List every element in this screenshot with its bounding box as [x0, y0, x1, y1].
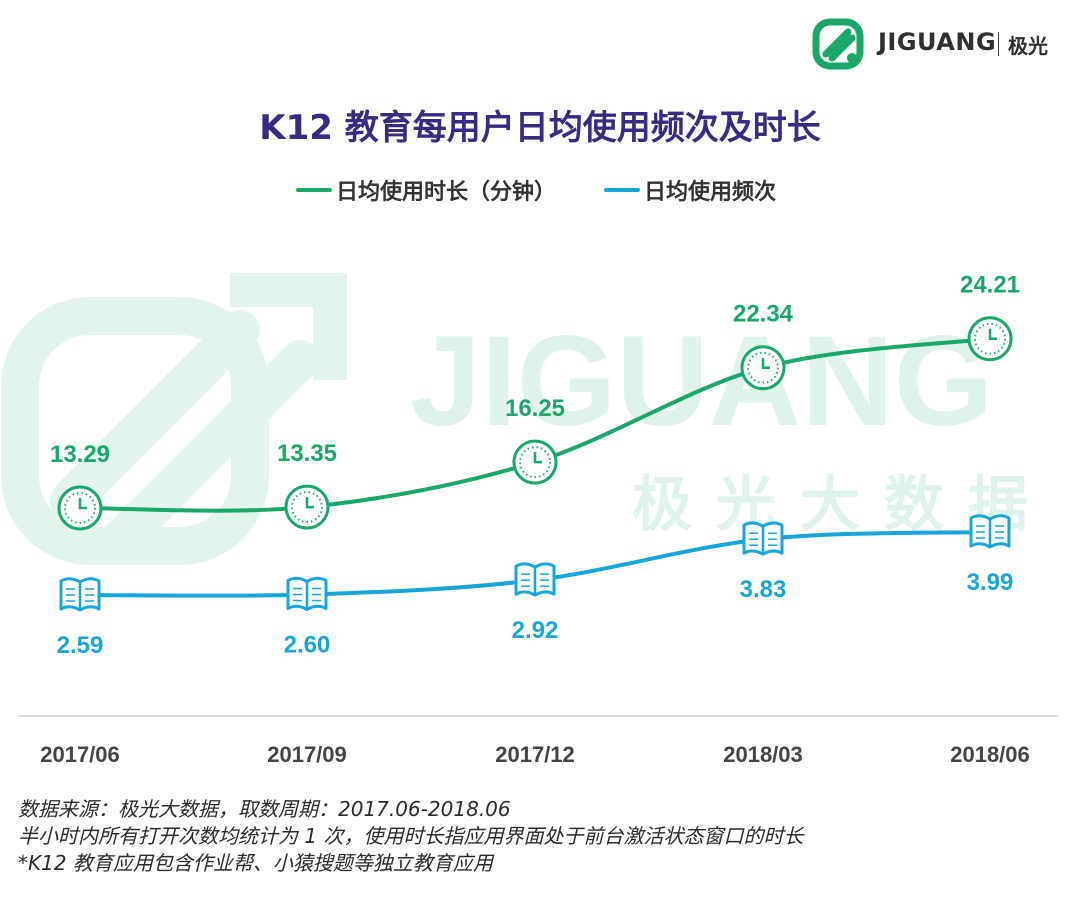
watermark: JIGUANG 极光大数据: [1, 273, 1052, 565]
brand-name-cn: 极光: [1008, 34, 1048, 58]
legend-label-duration: 日均使用时长（分钟）: [336, 180, 557, 205]
note-scope: *K12 教育应用包含作业帮、小猿搜题等独立教育应用: [18, 851, 493, 875]
book-icon: [59, 577, 101, 612]
x-tick-label: 2017/12: [495, 742, 575, 767]
book-icon: [742, 521, 784, 556]
duration-data-label: 24.21: [960, 272, 1020, 299]
frequency-data-label: 3.99: [967, 569, 1014, 596]
frequency-data-label: 2.92: [512, 617, 559, 644]
frequency-data-label: 3.83: [740, 576, 787, 603]
line-chart: JIGUANG 极光大数据 2017/06 2017/09 2017/12 2018/…: [1, 272, 1058, 767]
legend-item-frequency: 日均使用频次: [604, 174, 776, 206]
duration-data-label: 16.25: [505, 395, 565, 422]
chart-legend: 日均使用时长（分钟） 日均使用频次: [0, 174, 1080, 214]
clock-icon: [967, 316, 1013, 362]
book-icon: [286, 576, 328, 612]
book-icon: [969, 514, 1011, 549]
duration-data-label: 13.35: [277, 440, 337, 467]
frequency-data-label: 2.59: [57, 632, 104, 659]
jiguang-logo-icon: [812, 18, 864, 70]
watermark-text-cn: 极光大数据: [632, 470, 1052, 540]
brand-separator: [998, 32, 999, 56]
frequency-data-label: 2.60: [284, 632, 331, 659]
clock-icon: [512, 439, 558, 485]
x-tick-label: 2018/03: [723, 742, 803, 767]
duration-data-label: 13.29: [50, 441, 110, 468]
legend-item-duration: 日均使用时长（分钟）: [296, 174, 556, 206]
book-icon: [514, 562, 556, 597]
legend-swatch-frequency: [604, 188, 640, 192]
source-notes: 数据来源：极光大数据，取数周期：2017.06-2018.06 半小时内所有打开…: [18, 796, 1068, 877]
x-tick-label: 2017/09: [267, 742, 347, 767]
x-tick-label: 2018/06: [950, 742, 1030, 767]
note-definition: 半小时内所有打开次数均统计为 1 次，使用时长指应用界面处于前台激活状态窗口的时…: [18, 824, 804, 848]
brand-logo: JIGUANG 极光: [812, 18, 1072, 70]
note-source: 数据来源：极光大数据，取数周期：2017.06-2018.06: [18, 797, 511, 821]
x-tick-label: 2017/06: [40, 742, 120, 767]
duration-data-label: 22.34: [733, 301, 794, 328]
clock-icon: [284, 484, 330, 530]
legend-label-frequency: 日均使用频次: [644, 180, 777, 205]
watermark-text: JIGUANG: [410, 310, 993, 453]
chart-title: K12 教育每用户日均使用频次及时长: [259, 108, 821, 148]
clock-icon: [740, 345, 786, 391]
clock-icon: [57, 485, 103, 531]
legend-swatch-duration: [296, 188, 332, 192]
brand-name: JIGUANG: [878, 28, 997, 56]
